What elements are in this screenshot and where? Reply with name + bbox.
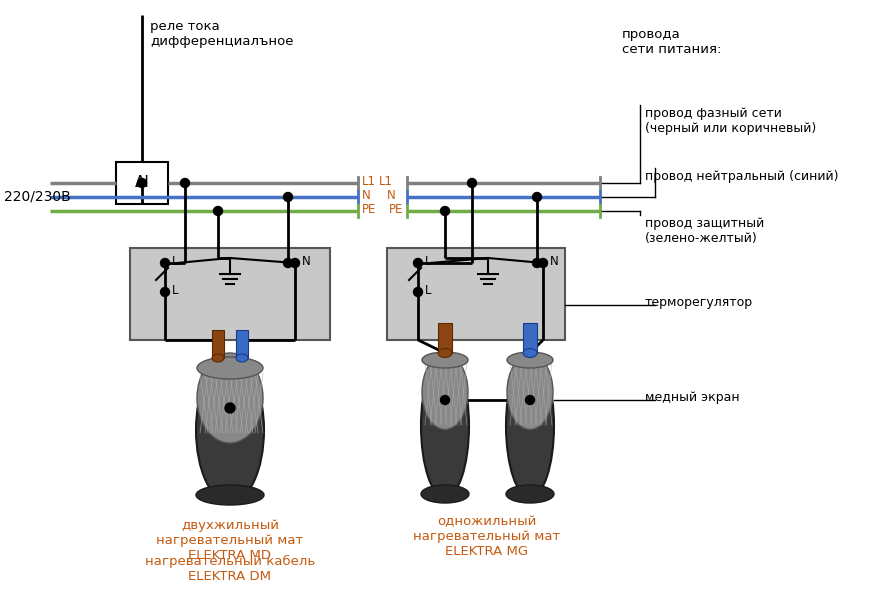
Text: 220/230В: 220/230В <box>4 190 71 204</box>
Text: провода
сети питания:: провода сети питания: <box>621 28 721 56</box>
Text: терморегулятор: терморегулятор <box>645 296 752 309</box>
Circle shape <box>225 403 235 413</box>
Bar <box>438 323 452 353</box>
Ellipse shape <box>196 485 264 505</box>
Text: PE: PE <box>361 204 376 216</box>
Circle shape <box>440 396 449 405</box>
Circle shape <box>413 258 422 267</box>
Text: L1: L1 <box>379 175 393 188</box>
Circle shape <box>413 287 422 296</box>
Circle shape <box>283 258 292 267</box>
Circle shape <box>531 258 541 267</box>
Circle shape <box>440 207 449 216</box>
Text: N: N <box>302 255 310 268</box>
Text: провод защитный
(зелено-желтый): провод защитный (зелено-желтый) <box>645 217 763 245</box>
Ellipse shape <box>196 357 263 379</box>
Ellipse shape <box>523 349 537 358</box>
Ellipse shape <box>506 355 553 429</box>
Circle shape <box>213 207 222 216</box>
Circle shape <box>138 179 146 188</box>
Circle shape <box>181 179 189 188</box>
Bar <box>236 330 247 358</box>
Ellipse shape <box>438 349 452 358</box>
Text: ΔI: ΔI <box>134 175 149 191</box>
Circle shape <box>525 396 534 405</box>
Ellipse shape <box>422 352 467 368</box>
Text: L: L <box>172 285 178 298</box>
Bar <box>211 330 224 358</box>
Ellipse shape <box>506 352 553 368</box>
Ellipse shape <box>236 354 247 362</box>
Ellipse shape <box>196 353 263 443</box>
Ellipse shape <box>420 485 468 503</box>
Bar <box>130 248 330 340</box>
Text: провод нейтральный (синий): провод нейтральный (синий) <box>645 170 838 183</box>
Text: провод фазный сети
(черный или коричневый): провод фазный сети (черный или коричневы… <box>645 107 816 135</box>
Text: PE: PE <box>389 204 403 216</box>
Text: N: N <box>549 255 558 268</box>
Ellipse shape <box>505 485 553 503</box>
Ellipse shape <box>196 358 264 503</box>
Circle shape <box>531 192 541 201</box>
Circle shape <box>225 365 234 374</box>
Ellipse shape <box>420 355 468 498</box>
Text: двухжильный
нагревательный мат
ELEKTRA MD: двухжильный нагревательный мат ELEKTRA M… <box>156 519 303 562</box>
Text: L: L <box>424 285 431 298</box>
Text: L1: L1 <box>361 175 375 188</box>
Text: N: N <box>387 189 396 203</box>
Ellipse shape <box>505 355 553 498</box>
Text: L: L <box>424 255 431 268</box>
Bar <box>116 162 168 204</box>
Bar <box>387 248 565 340</box>
Circle shape <box>290 258 299 267</box>
Ellipse shape <box>211 354 224 362</box>
Text: одножильный
нагревательный мат
ELEKTRA MG: одножильный нагревательный мат ELEKTRA M… <box>413 515 560 558</box>
Circle shape <box>160 258 169 267</box>
Ellipse shape <box>422 355 467 429</box>
Circle shape <box>467 179 476 188</box>
Circle shape <box>538 258 547 267</box>
Bar <box>523 323 537 353</box>
Circle shape <box>160 287 169 296</box>
Circle shape <box>283 192 292 201</box>
Text: нагревательный кабель
ELEKTRA DM: нагревательный кабель ELEKTRA DM <box>145 555 315 583</box>
Text: медный экран: медный экран <box>645 391 738 405</box>
Text: N: N <box>361 189 370 203</box>
Text: реле тока
дифференциалъное: реле тока дифференциалъное <box>150 20 293 48</box>
Text: L: L <box>172 255 178 268</box>
